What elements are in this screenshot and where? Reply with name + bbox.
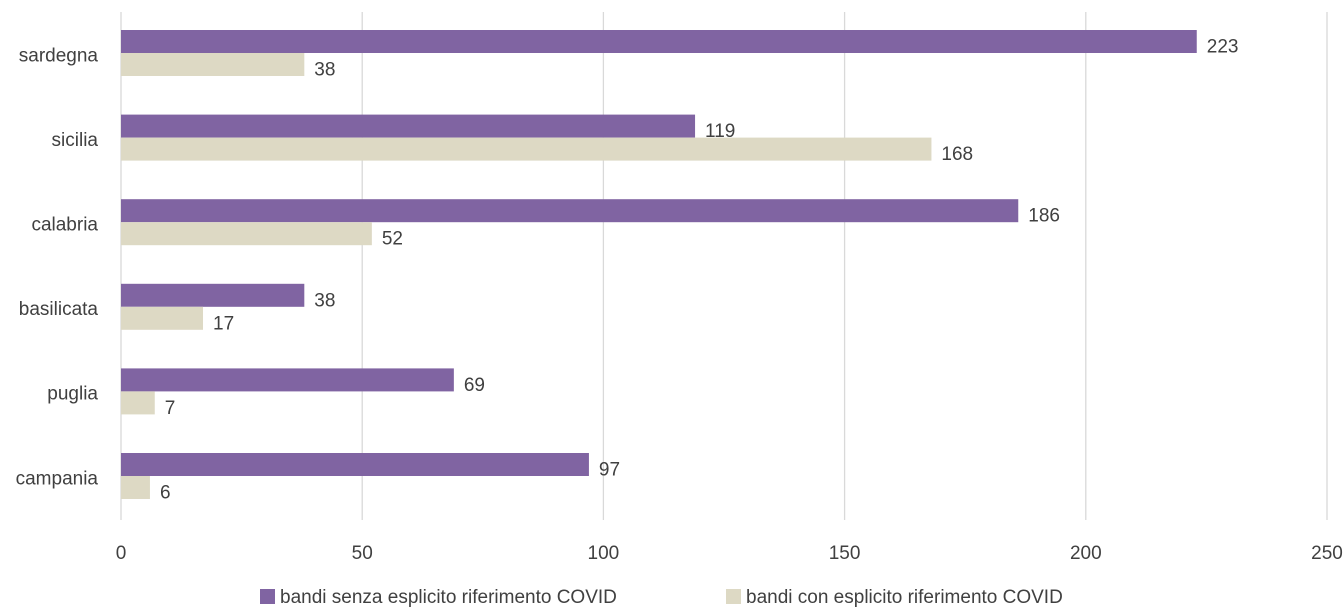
data-label-basilicata-series-1: 38 bbox=[314, 290, 335, 311]
bar-campania-series-1 bbox=[121, 453, 589, 476]
data-labels: 223 38 119 168 186 52 38 17 69 7 97 6 bbox=[160, 37, 1239, 504]
data-label-puglia-series-1: 69 bbox=[464, 375, 485, 396]
bar-sicilia-series-1 bbox=[121, 114, 696, 138]
data-label-puglia-series-2: 7 bbox=[165, 398, 176, 419]
data-label-sicilia-series-1: 119 bbox=[705, 121, 735, 142]
legend-marker-series-1 bbox=[260, 589, 275, 604]
value-axis: 0 50 100 150 200 250 bbox=[116, 543, 1343, 564]
bars bbox=[121, 30, 1197, 499]
x-tick-label-150: 150 bbox=[829, 543, 861, 564]
data-label-basilicata-series-2: 17 bbox=[213, 313, 234, 334]
bar-sicilia-series-2 bbox=[121, 137, 932, 161]
bar-puglia-series-1 bbox=[121, 368, 454, 392]
category-label-calabria: calabria bbox=[31, 215, 98, 236]
category-axis: sardegna sicilia calabria basilicata puglia c… bbox=[16, 45, 99, 489]
category-label-sardegna: sardegna bbox=[19, 45, 99, 66]
bar-calabria-series-2 bbox=[121, 222, 372, 246]
legend-label-series-1: bandi senza esplicito riferimento COVID bbox=[280, 587, 617, 608]
bar-calabria-series-1 bbox=[121, 199, 1019, 223]
x-tick-label-50: 50 bbox=[352, 543, 373, 564]
data-label-sardegna-series-2: 38 bbox=[314, 60, 335, 81]
bar-basilicata-series-2 bbox=[121, 306, 204, 330]
data-label-campania-series-2: 6 bbox=[160, 483, 171, 504]
bar-basilicata-series-1 bbox=[121, 283, 305, 307]
bar-puglia-series-2 bbox=[121, 391, 155, 415]
legend-marker-series-2 bbox=[726, 589, 741, 604]
category-label-basilicata: basilicata bbox=[19, 299, 99, 320]
data-label-sardegna-series-1: 223 bbox=[1207, 37, 1239, 58]
x-tick-label-250: 250 bbox=[1311, 543, 1343, 564]
gridlines bbox=[120, 12, 1328, 520]
bar-campania-series-2 bbox=[121, 476, 150, 499]
data-label-sicilia-series-2: 168 bbox=[941, 144, 973, 165]
x-tick-label-0: 0 bbox=[116, 543, 127, 564]
bar-sardegna-series-2 bbox=[121, 53, 305, 76]
x-tick-label-200: 200 bbox=[1070, 543, 1102, 564]
legend-label-series-2: bandi con esplicito riferimento COVID bbox=[746, 587, 1063, 608]
x-tick-label-100: 100 bbox=[588, 543, 620, 564]
bar-sardegna-series-1 bbox=[121, 30, 1197, 53]
data-label-calabria-series-2: 52 bbox=[382, 229, 403, 250]
category-label-puglia: puglia bbox=[47, 384, 98, 405]
category-label-campania: campania bbox=[16, 468, 99, 489]
legend: bandi senza esplicito riferimento COVID b… bbox=[260, 587, 1063, 608]
data-label-campania-series-1: 97 bbox=[599, 460, 620, 481]
data-label-calabria-series-1: 186 bbox=[1028, 206, 1060, 227]
category-label-sicilia: sicilia bbox=[52, 130, 99, 151]
